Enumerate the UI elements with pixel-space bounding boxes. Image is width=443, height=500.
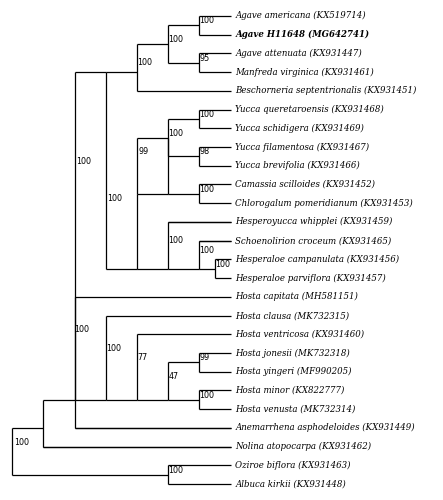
Text: 100: 100 — [199, 185, 214, 194]
Text: Hosta venusta (MK732314): Hosta venusta (MK732314) — [235, 404, 356, 413]
Text: 100: 100 — [74, 326, 89, 334]
Text: 100: 100 — [199, 246, 214, 254]
Text: 98: 98 — [199, 148, 210, 156]
Text: Manfreda virginica (KX931461): Manfreda virginica (KX931461) — [235, 68, 374, 76]
Text: Beschorneria septentrionalis (KX931451): Beschorneria septentrionalis (KX931451) — [235, 86, 417, 96]
Text: 100: 100 — [106, 344, 121, 353]
Text: Yucca queretaroensis (KX931468): Yucca queretaroensis (KX931468) — [235, 105, 384, 114]
Text: Agave H11648 (MG642741): Agave H11648 (MG642741) — [235, 30, 369, 39]
Text: 100: 100 — [199, 16, 214, 26]
Text: 100: 100 — [199, 110, 214, 119]
Text: Agave americana (KX519714): Agave americana (KX519714) — [235, 12, 366, 20]
Text: Agave attenuata (KX931447): Agave attenuata (KX931447) — [235, 49, 362, 58]
Text: 99: 99 — [139, 148, 149, 156]
Text: Hosta jonesii (MK732318): Hosta jonesii (MK732318) — [235, 348, 350, 358]
Text: 100: 100 — [199, 391, 214, 400]
Text: Oziroe biflora (KX931463): Oziroe biflora (KX931463) — [235, 461, 351, 470]
Text: Hesperoyucca whipplei (KX931459): Hesperoyucca whipplei (KX931459) — [235, 218, 392, 226]
Text: 100: 100 — [107, 194, 122, 203]
Text: Hosta yingeri (MF990205): Hosta yingeri (MF990205) — [235, 367, 352, 376]
Text: 100: 100 — [137, 58, 152, 68]
Text: Hosta clausa (MK732315): Hosta clausa (MK732315) — [235, 311, 350, 320]
Text: Chlorogalum pomeridianum (KX931453): Chlorogalum pomeridianum (KX931453) — [235, 198, 413, 207]
Text: 100: 100 — [168, 128, 183, 138]
Text: Yucca filamentosa (KX931467): Yucca filamentosa (KX931467) — [235, 142, 369, 152]
Text: Nolina atopocarpa (KX931462): Nolina atopocarpa (KX931462) — [235, 442, 372, 451]
Text: 100: 100 — [215, 260, 230, 268]
Text: 100: 100 — [168, 236, 183, 246]
Text: 95: 95 — [199, 54, 210, 62]
Text: 47: 47 — [168, 372, 179, 381]
Text: 99: 99 — [199, 354, 210, 362]
Text: Hesperaloe parviflora (KX931457): Hesperaloe parviflora (KX931457) — [235, 274, 386, 282]
Text: Albuca kirkii (KX931448): Albuca kirkii (KX931448) — [235, 480, 346, 488]
Text: 100: 100 — [14, 438, 29, 446]
Text: Hosta capitata (MH581151): Hosta capitata (MH581151) — [235, 292, 358, 302]
Text: 100: 100 — [76, 156, 91, 166]
Text: 77: 77 — [137, 354, 147, 362]
Text: Schoenolirion croceum (KX931465): Schoenolirion croceum (KX931465) — [235, 236, 392, 245]
Text: 100: 100 — [168, 466, 183, 474]
Text: Anemarrhena asphodeloides (KX931449): Anemarrhena asphodeloides (KX931449) — [235, 424, 415, 432]
Text: Hosta ventricosa (KX931460): Hosta ventricosa (KX931460) — [235, 330, 365, 339]
Text: Yucca brevifolia (KX931466): Yucca brevifolia (KX931466) — [235, 161, 360, 170]
Text: Camassia scilloides (KX931452): Camassia scilloides (KX931452) — [235, 180, 375, 189]
Text: Hosta minor (KX822777): Hosta minor (KX822777) — [235, 386, 345, 395]
Text: Hesperaloe campanulata (KX931456): Hesperaloe campanulata (KX931456) — [235, 255, 400, 264]
Text: Yucca schidigera (KX931469): Yucca schidigera (KX931469) — [235, 124, 364, 133]
Text: 100: 100 — [168, 35, 183, 44]
